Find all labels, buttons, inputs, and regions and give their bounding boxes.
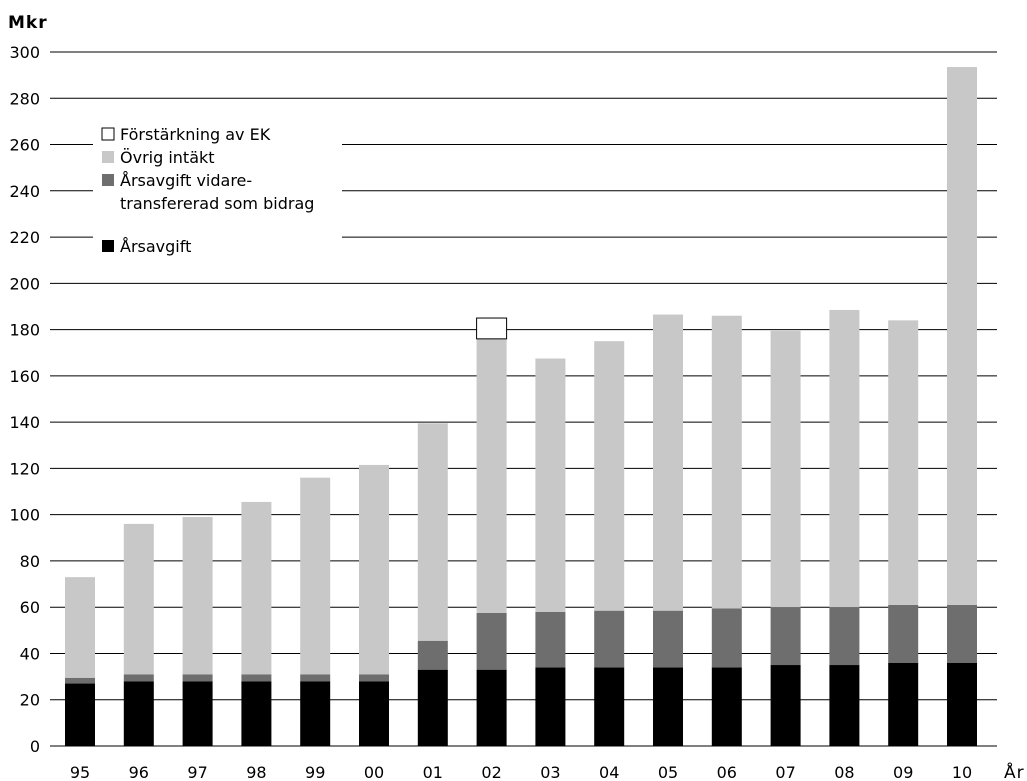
legend-label: Övrig intäkt — [120, 148, 215, 167]
legend-label: Årsavgift vidare- — [120, 171, 252, 190]
bar-segment — [947, 604, 977, 663]
bar-segment — [123, 674, 154, 682]
bars-group — [65, 67, 977, 746]
bar-segment — [65, 683, 95, 746]
y-tick-label: 220 — [9, 228, 40, 247]
bar-segment — [300, 477, 331, 675]
bar-segment — [182, 516, 213, 675]
y-tick-label: 140 — [9, 413, 40, 432]
bar-segment — [947, 67, 977, 605]
bar-segment — [770, 665, 801, 746]
bar-segment — [300, 674, 331, 682]
bar-segment — [594, 667, 625, 746]
y-tick-label: 80 — [20, 552, 40, 571]
grid-lines — [50, 51, 997, 747]
x-tick-label: 09 — [893, 763, 913, 781]
bar-segment — [535, 358, 566, 612]
bar-segment — [417, 640, 448, 670]
legend-label: transfererad som bidrag — [120, 194, 314, 213]
x-tick-label: 95 — [70, 763, 90, 781]
bar-segment — [711, 608, 742, 668]
x-tick-label: 03 — [540, 763, 560, 781]
bar-segment — [241, 501, 272, 675]
y-tick-label: 0 — [30, 737, 40, 756]
x-tick-label: 01 — [423, 763, 443, 781]
bar-segment — [535, 667, 566, 746]
bar-segment — [300, 681, 331, 746]
bar-segment — [476, 612, 507, 670]
bar-segment — [476, 669, 507, 746]
bar-segment — [888, 662, 919, 746]
bar-segment — [182, 674, 213, 682]
y-tick-label: 260 — [9, 136, 40, 155]
legend-swatch — [102, 151, 114, 163]
y-tick-label: 280 — [9, 89, 40, 108]
y-axis-unit-label: Mkr — [8, 13, 48, 33]
bar-segment — [711, 667, 742, 746]
legend-swatch — [102, 174, 114, 186]
bar-segment — [888, 320, 919, 605]
legend-label: Årsavgift — [120, 237, 191, 256]
x-tick-label: 02 — [481, 763, 501, 781]
bar-segment — [359, 674, 389, 682]
bar-segment — [653, 667, 683, 746]
x-tick-label: 06 — [717, 763, 737, 781]
x-tick-label: 10 — [952, 763, 972, 781]
bar-segment — [65, 577, 95, 678]
legend: Förstärkning av EK Övrig intäkt Årsavgift … — [101, 125, 314, 256]
bar-segment — [888, 604, 919, 663]
x-axis-unit-label: År — [1004, 761, 1025, 781]
x-tick-label: 00 — [364, 763, 384, 781]
legend-swatch — [102, 240, 114, 252]
bar-segment — [829, 665, 860, 746]
x-tick-labels: 95 96 97 98 99 00 01 02 03 04 05 06 07 08 09 10 — [70, 763, 972, 781]
bar-segment — [535, 611, 566, 668]
x-tick-label: 08 — [834, 763, 854, 781]
y-tick-label: 120 — [9, 459, 40, 478]
bar-segment — [947, 662, 977, 746]
x-tick-label: 97 — [187, 763, 207, 781]
x-tick-label: 05 — [658, 763, 678, 781]
bar-segment — [476, 338, 507, 613]
bar-segment — [476, 317, 508, 340]
bar-segment — [65, 677, 95, 684]
bar-segment — [417, 423, 448, 641]
bar-segment — [594, 610, 625, 668]
bar-segment — [417, 669, 448, 746]
bar-segment — [182, 681, 213, 746]
x-tick-label: 99 — [305, 763, 325, 781]
y-tick-label: 20 — [20, 691, 40, 710]
x-tick-label: 98 — [246, 763, 266, 781]
y-tick-label: 300 — [9, 43, 40, 62]
y-tick-labels: 0 20 40 60 80 100 120 140 160 180 200 220 240 260 280 3… — [9, 43, 40, 756]
y-tick-label: 40 — [20, 644, 40, 663]
bar-segment — [123, 523, 154, 675]
bar-segment — [123, 681, 154, 746]
bar-segment — [653, 314, 683, 611]
legend-label: Förstärkning av EK — [120, 125, 271, 144]
bar-segment — [241, 681, 272, 746]
y-tick-label: 200 — [9, 274, 40, 293]
bar-segment — [594, 341, 625, 611]
y-tick-label: 240 — [9, 182, 40, 201]
y-tick-label: 100 — [9, 506, 40, 525]
y-tick-label: 160 — [9, 367, 40, 386]
legend-swatch — [101, 127, 115, 141]
bar-segment — [241, 674, 272, 682]
x-tick-label: 96 — [129, 763, 149, 781]
x-tick-label: 04 — [599, 763, 619, 781]
bar-segment — [829, 607, 860, 666]
bar-segment — [359, 464, 389, 675]
bar-segment — [359, 681, 389, 746]
y-tick-label: 180 — [9, 321, 40, 340]
bar-segment — [770, 607, 801, 666]
x-tick-label: 07 — [775, 763, 795, 781]
bar-segment — [653, 610, 683, 668]
bar-segment — [770, 330, 801, 608]
bar-segment — [711, 315, 742, 609]
bar-segment — [829, 309, 860, 608]
y-tick-label: 60 — [20, 598, 40, 617]
